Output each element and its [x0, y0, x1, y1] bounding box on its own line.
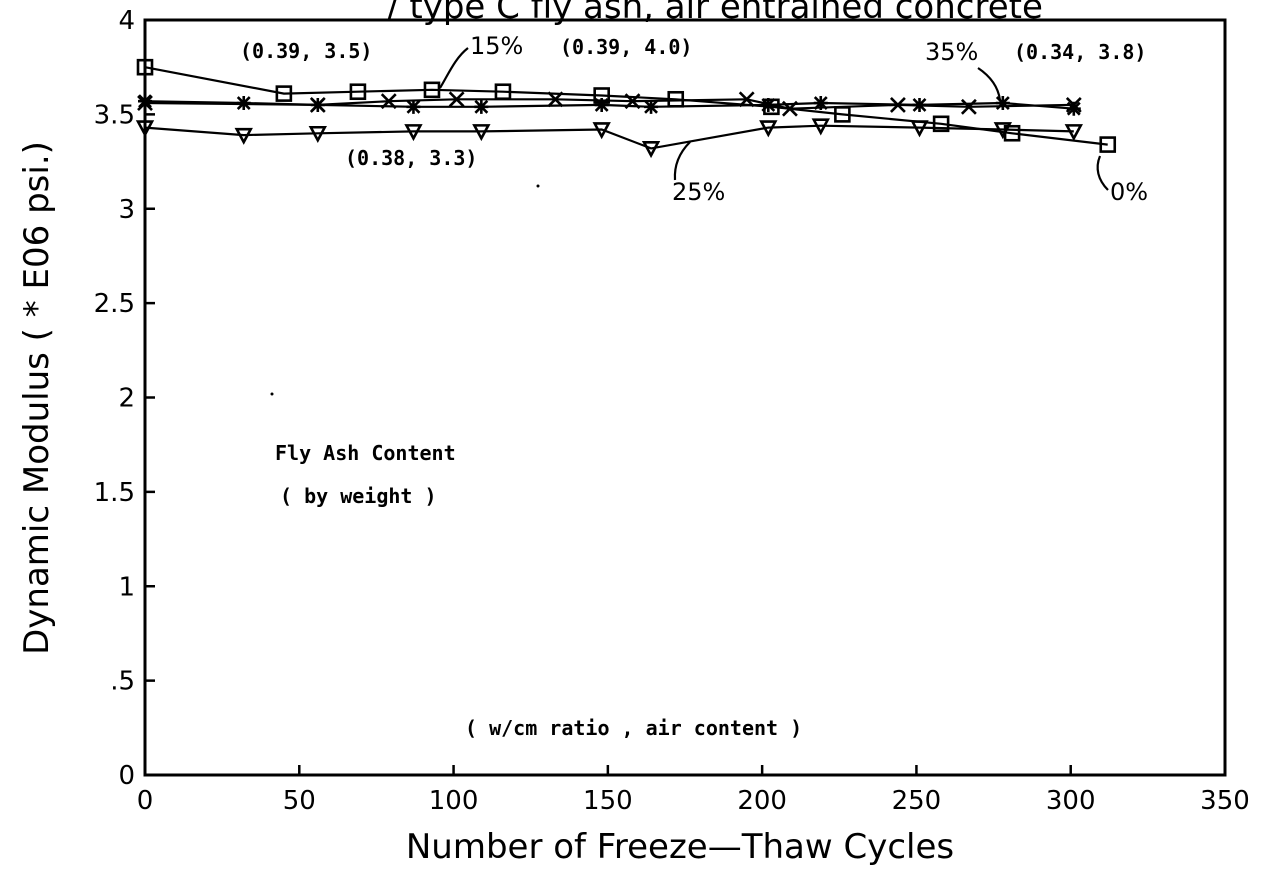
point-35pct: [644, 99, 659, 114]
point-25pct: [993, 122, 1013, 140]
annotation-038-33: (0.38, 3.3): [345, 146, 477, 170]
point-15pct: [738, 91, 755, 108]
point-25pct: [811, 118, 830, 136]
point-25pct: [592, 122, 611, 140]
point-35pct: [1066, 101, 1081, 116]
scan-speck: [536, 184, 540, 188]
arrow-0: [1096, 155, 1109, 191]
series-layer: [135, 58, 1117, 159]
arrow-15: [439, 47, 469, 89]
y-tick-label: 2: [118, 384, 135, 414]
y-tick-label: 3: [118, 195, 135, 225]
y-tick-label: .5: [110, 667, 135, 697]
point-0pct: [423, 81, 441, 99]
chart-title-fragment: / type C fly ash, air entrained concrete: [387, 0, 1043, 27]
annotation-034-38: (0.34, 3.8): [1014, 40, 1146, 64]
y-axis-ticks: 0 .5 1 1.5 2 2.5 3 3.5 4: [94, 6, 155, 791]
point-0pct: [1099, 136, 1117, 153]
y-tick-label: 0: [118, 761, 135, 791]
arrow-35: [977, 67, 1002, 101]
scan-speck: [270, 392, 274, 396]
point-25pct: [1064, 124, 1083, 142]
x-tick-label: 150: [583, 786, 633, 816]
point-25pct: [308, 125, 327, 143]
y-axis-title: Dynamic Modulus ( * E06 psi.): [17, 141, 57, 655]
annotation-25-label: 25%: [672, 178, 725, 206]
y-tick-label: 1: [118, 572, 135, 602]
y-tick-label: 1.5: [94, 478, 135, 508]
footnote-wcm-air: ( w/cm ratio , air content ): [465, 716, 802, 740]
point-15pct: [448, 91, 465, 108]
point-0pct: [932, 115, 950, 133]
point-15pct: [547, 91, 564, 108]
point-35pct: [474, 99, 489, 114]
point-25pct: [641, 141, 661, 159]
point-35pct: [995, 96, 1010, 111]
point-25pct: [404, 124, 423, 142]
point-35pct: [406, 99, 421, 114]
point-35pct: [761, 97, 776, 112]
annotation-039-40: (0.39, 4.0): [560, 35, 692, 59]
x-tick-label: 0: [137, 786, 154, 816]
annotation-0-label: 0%: [1110, 178, 1148, 206]
legend-note-line1: Fly Ash Content: [275, 441, 456, 465]
x-tick-label: 250: [892, 786, 942, 816]
point-35pct: [236, 96, 251, 111]
series-line-35pct: [144, 100, 1074, 110]
x-tick-label: 100: [429, 786, 479, 816]
arrow-25: [673, 141, 691, 181]
point-35pct: [138, 94, 152, 109]
point-25pct: [910, 120, 929, 138]
x-axis-title: Number of Freeze—Thaw Cycles: [406, 827, 954, 867]
point-0pct: [136, 58, 154, 76]
annotation-039-35: (0.39, 3.5): [240, 39, 372, 63]
legend-note-line2: ( by weight ): [280, 484, 437, 508]
x-tick-label: 350: [1200, 786, 1250, 816]
x-tick-label: 200: [737, 786, 787, 816]
series-line-0pct: [144, 66, 1108, 146]
x-axis-ticks: 0 50 100 150 200 250 300 350: [137, 765, 1250, 816]
point-0pct: [275, 85, 293, 102]
point-25pct: [759, 120, 778, 138]
point-35pct: [813, 96, 828, 111]
y-tick-label: 3.5: [94, 100, 135, 130]
y-tick-label: 4: [118, 6, 135, 36]
y-tick-label: 2.5: [94, 289, 135, 319]
series-line-25pct: [144, 124, 1074, 150]
point-35pct: [594, 97, 609, 112]
annotation-35-label: 35%: [925, 38, 978, 66]
point-15pct: [960, 98, 977, 115]
x-tick-label: 50: [283, 786, 316, 816]
point-35pct: [310, 97, 325, 112]
x-tick-label: 300: [1046, 786, 1096, 816]
point-25pct: [234, 127, 253, 145]
annotation-15-label: 15%: [470, 32, 523, 60]
point-0pct: [349, 83, 367, 101]
point-25pct: [135, 120, 155, 138]
point-35pct: [912, 97, 927, 112]
point-25pct: [472, 124, 491, 142]
